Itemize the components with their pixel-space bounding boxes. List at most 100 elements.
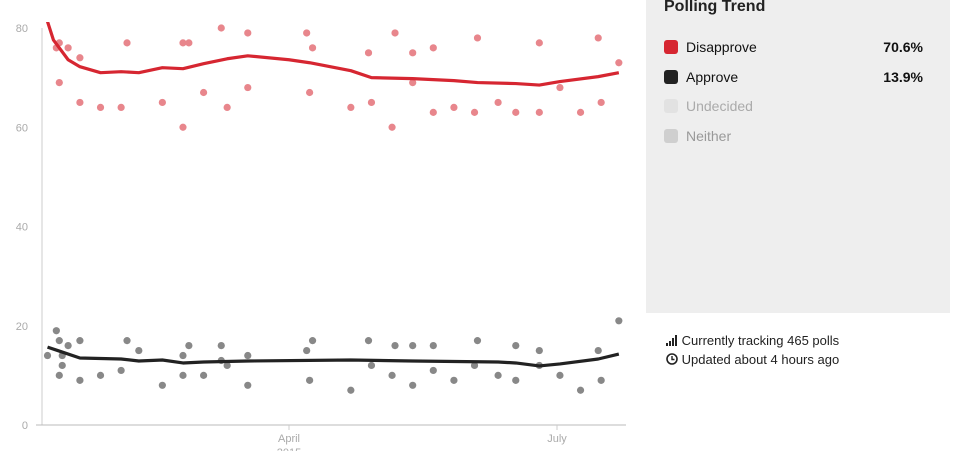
approve-poll-point [185,342,193,350]
approve-poll-point [556,371,564,379]
disapprove-poll-point [76,98,84,107]
approve-poll-point [409,342,417,350]
disapprove-poll-point [388,123,396,131]
disapprove-poll-point [123,39,131,47]
disapprove-poll-point [556,83,564,92]
signal-bars-icon [666,335,677,346]
disapprove-poll-point [347,103,355,111]
approve-poll-point [244,351,252,360]
disapprove-poll-point [494,98,502,107]
disapprove-poll-point [615,59,623,67]
approve-poll-point [306,376,314,384]
tracking-info: Currently tracking 465 polls [666,333,839,348]
approve-poll-point [117,366,125,375]
legend-panel: Polling Trend Disapprove 70.6% Approve 13.9… [646,0,950,313]
approve-poll-point [347,386,355,394]
approve-poll-point [76,376,84,384]
approve-poll-point [388,371,396,379]
approve-poll-point [244,381,252,389]
legend-swatch [664,99,678,113]
y-tick-label: 40 [16,222,28,234]
disapprove-poll-point [158,98,166,107]
approve-poll-point [594,346,602,355]
disapprove-poll-point [535,39,543,47]
approve-poll-point [43,351,52,360]
tracking-text: Currently tracking 465 polls [681,333,840,348]
disapprove-poll-point [185,39,193,47]
approve-poll-point [597,376,605,384]
clock-icon [666,353,678,365]
disapprove-poll-point [535,108,543,116]
polling-chart: 0 20 40 60 80 April 2015 July [16,22,626,451]
legend-item-approve[interactable]: Approve 13.9% [664,69,923,87]
approve-poll-point [576,386,585,394]
approve-poll-point [199,371,208,379]
y-tick-label: 60 [16,122,28,134]
approve-poll-point [473,337,482,345]
approve-poll-point [96,371,105,379]
approve-poll-point [223,361,231,370]
disapprove-poll-point [223,103,231,111]
disapprove-poll-point [76,54,84,62]
approve-poll-point [135,346,143,355]
approve-poll-point [217,342,225,350]
legend-value: 13.9% [883,68,923,85]
legend-swatch [664,69,678,84]
approve-poll-point [470,361,479,370]
approve-poll-point [367,361,376,370]
x-tick-sublabel: 2015 [277,447,301,451]
x-tick-label: July [547,433,567,445]
disapprove-poll-point [470,108,479,116]
disapprove-poll-point [306,88,314,97]
legend-swatch [664,128,678,143]
legend-item-disapprove[interactable]: Disapprove 70.6% [664,39,923,57]
approve-poll-point [615,317,623,325]
approve-poll-point [179,371,187,379]
disapprove-poll-point [117,103,125,111]
legend-item-neither[interactable]: Neither [664,128,923,146]
disapprove-poll-point [409,78,417,87]
x-tick-label: April [278,433,300,445]
approve-poll-point [429,342,437,350]
approve-poll-point [158,381,166,389]
y-tick-label: 80 [16,23,28,35]
approve-poll-point [512,342,520,350]
approve-poll-point [512,376,520,384]
disapprove-poll-point [429,108,437,116]
disapprove-poll-point [96,103,105,111]
approve-poll-point [303,346,311,355]
disapprove-poll-point [244,83,252,92]
disapprove-poll-point [364,49,373,57]
legend-item-undecided[interactable]: Undecided [664,98,923,116]
y-tick-label: 0 [22,420,28,432]
disapprove-poll-point [409,49,417,57]
disapprove-poll-point [391,29,399,37]
legend-swatch [664,40,678,54]
legend-label: Undecided [686,98,753,114]
approve-poll-point [535,346,543,355]
disapprove-poll-point [303,29,311,37]
approve-poll-point [364,337,373,345]
approve-poll-point [52,327,60,335]
legend-value: 70.6% [883,39,923,55]
approve-poll-point [58,361,66,370]
legend-label: Disapprove [686,39,757,55]
disapprove-poll-point [594,34,602,42]
approve-poll-point [450,376,458,384]
disapprove-poll-point [55,78,63,87]
legend-label: Neither [686,127,732,144]
approve-poll-point [64,342,72,350]
disapprove-poll-point [473,34,482,42]
disapprove-poll-point [64,44,72,52]
approve-poll-point [308,337,317,345]
approve-poll-point [76,337,84,345]
approve-poll-point [179,351,187,360]
legend-label: Approve [686,68,739,85]
approve-poll-point [55,337,63,345]
approve-poll-point [494,371,502,379]
approve-poll-point [55,371,63,379]
disapprove-poll-point [217,24,225,32]
approve-poll-point [409,381,417,389]
disapprove-trend-line [45,22,620,87]
disapprove-poll-point [576,108,585,116]
